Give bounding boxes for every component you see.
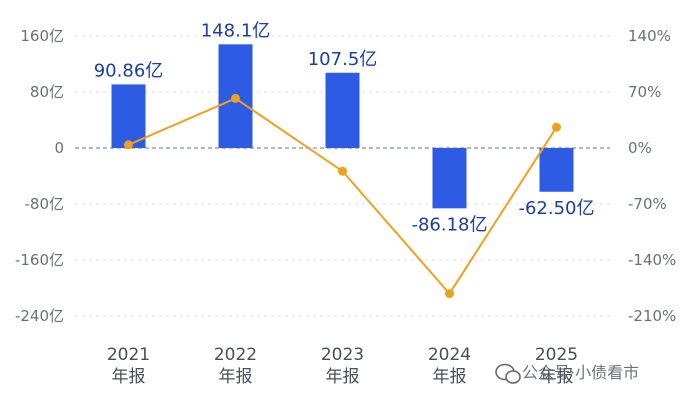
data-label: 148.1亿 — [201, 20, 271, 41]
ratio-point — [552, 122, 561, 132]
left-axis-ticks: 160亿 80亿 0 -80亿 -160亿 -240亿 — [15, 27, 64, 325]
right-tick-label: 70% — [628, 83, 661, 101]
left-tick-label: 80亿 — [30, 83, 64, 101]
ratio-point — [338, 166, 347, 176]
ratio-line-series — [124, 93, 561, 299]
right-tick-label: 0% — [628, 139, 652, 157]
category-label: 2022 年报 — [214, 345, 257, 387]
right-tick-label: 140% — [628, 27, 671, 45]
category-labels: 2021 年报 2022 年报 2023 年报 2024 年报 2025 年报 — [107, 345, 578, 387]
left-tick-label: 160亿 — [20, 27, 64, 45]
data-label: 90.86亿 — [94, 60, 164, 81]
bar — [539, 148, 574, 192]
data-label: -86.18亿 — [411, 214, 487, 235]
bar — [432, 148, 467, 209]
category-label: 2021 年报 — [107, 345, 150, 387]
left-tick-label: -80亿 — [25, 195, 65, 213]
data-label: 107.5亿 — [308, 49, 378, 70]
data-labels: 90.86亿 148.1亿 107.5亿 -86.18亿 -62.50亿 — [94, 20, 595, 235]
wechat-icon — [495, 363, 521, 384]
watermark-text: 公众号·小债看市 — [522, 363, 639, 382]
bar — [325, 72, 360, 148]
right-tick-label: -210% — [628, 307, 676, 325]
right-tick-label: -70% — [628, 195, 667, 213]
left-tick-label: 0 — [54, 139, 64, 157]
ratio-point — [231, 93, 240, 103]
watermark: 公众号·小债看市 — [495, 363, 639, 384]
category-label: 2023 年报 — [321, 345, 364, 387]
bar — [111, 84, 146, 148]
right-tick-label: -140% — [628, 251, 676, 269]
category-label: 2025 年报 — [535, 345, 578, 387]
category-label: 2024 年报 — [428, 345, 471, 387]
right-axis-ticks: 140% 70% 0% -70% -140% -210% — [628, 27, 676, 325]
ratio-point — [124, 140, 133, 150]
left-tick-label: -160亿 — [15, 251, 64, 269]
left-tick-label: -240亿 — [15, 307, 64, 325]
ratio-point — [445, 289, 454, 299]
bars — [111, 44, 574, 209]
data-label: -62.50亿 — [518, 198, 594, 219]
